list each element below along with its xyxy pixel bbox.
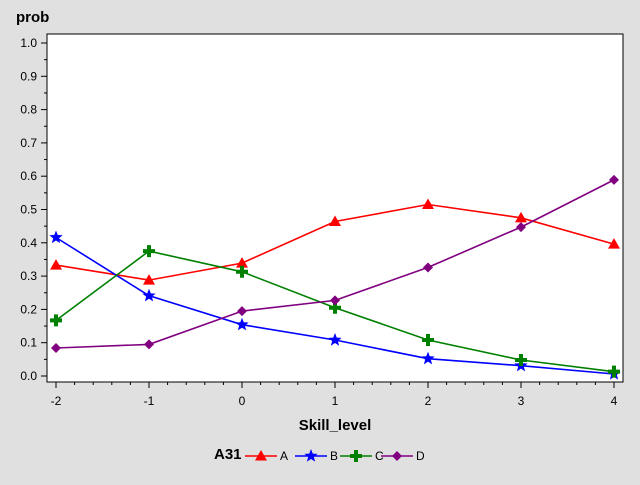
y-axis: 0.0 0.1 0.2 0.3 0.4 0.5 0.6 0.7 0.8 0.9 1.0 [20, 36, 47, 383]
y-tick-label: 0.5 [20, 203, 37, 217]
y-tick-label: 0.9 [20, 69, 37, 83]
series-a [50, 198, 620, 285]
y-tick-label: 0.7 [20, 136, 37, 150]
x-tick-label: 2 [425, 394, 432, 408]
legend-label-b: B [330, 449, 338, 463]
x-tick-label: 4 [611, 394, 618, 408]
series-layer [49, 174, 621, 380]
x-tick-label: 3 [518, 394, 525, 408]
data-point-b [421, 351, 435, 365]
series-c [50, 245, 620, 378]
legend-marker-a [255, 450, 267, 461]
y-tick-label: 1.0 [20, 36, 37, 50]
data-point-c [50, 314, 62, 327]
legend-marker-d [392, 451, 402, 461]
data-point-a [515, 211, 527, 223]
plot-area [46, 33, 624, 383]
legend-label-a: A [280, 449, 288, 463]
data-point-d [144, 339, 154, 350]
data-point-c [608, 365, 620, 378]
legend-item-c: C [340, 449, 384, 463]
data-point-b [328, 333, 342, 346]
y-tick-label: 0.2 [20, 302, 37, 316]
x-tick-label: 0 [239, 394, 246, 408]
data-point-d [516, 222, 526, 233]
legend-item-d: D [381, 449, 425, 463]
data-point-d [423, 262, 433, 273]
legend-item-a: A [245, 449, 288, 463]
y-tick-label: 0.8 [20, 103, 37, 117]
legend: A31 A B C D [214, 446, 425, 463]
series-d [51, 174, 619, 354]
x-tick-label: 1 [332, 394, 339, 408]
data-point-d [609, 174, 619, 185]
data-point-a [50, 259, 62, 270]
y-tick-label: 0.1 [20, 336, 37, 350]
legend-item-b: B [295, 449, 338, 463]
data-point-c [236, 265, 248, 278]
data-point-b [235, 317, 249, 331]
legend-title: A31 [214, 446, 242, 463]
y-axis-title: prob [16, 9, 49, 26]
y-tick-label: 0.3 [20, 269, 37, 283]
data-point-b [49, 230, 63, 244]
legend-marker-b [304, 449, 318, 462]
data-point-d [330, 295, 340, 306]
x-axis: -2 -1 0 1 2 3 4 [51, 382, 618, 408]
data-point-d [237, 306, 247, 317]
y-tick-label: 0.4 [20, 236, 37, 250]
legend-marker-c [350, 450, 362, 462]
data-point-a [143, 274, 155, 285]
x-tick-label: -1 [144, 394, 155, 408]
x-axis-title: Skill_level [299, 417, 372, 434]
data-point-a [422, 198, 434, 210]
y-tick-label: 0.0 [20, 369, 37, 383]
legend-label-d: D [416, 449, 425, 463]
data-point-a [236, 257, 248, 268]
y-tick-label: 0.6 [20, 169, 37, 183]
data-point-a [608, 238, 620, 249]
x-tick-label: -2 [51, 394, 62, 408]
legend-label-c: C [375, 449, 384, 463]
data-point-a [329, 215, 341, 226]
data-point-c [143, 245, 155, 258]
data-point-c [515, 354, 527, 367]
data-point-b [142, 288, 156, 302]
data-point-c [329, 301, 341, 314]
data-point-d [51, 343, 61, 354]
data-point-c [422, 334, 434, 347]
